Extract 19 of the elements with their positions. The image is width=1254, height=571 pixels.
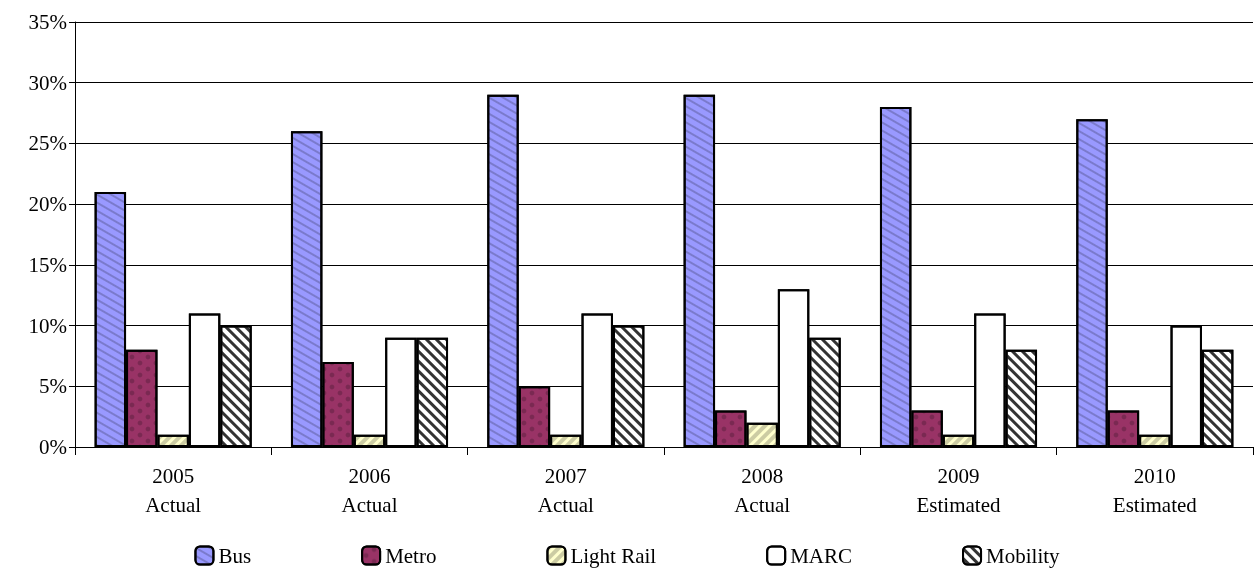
- legend-label: MARC: [790, 543, 853, 568]
- y-tick-label: 10%: [28, 313, 67, 338]
- x-tick-label: 2005 Actual: [145, 463, 202, 517]
- legend-label: Metro: [385, 543, 437, 568]
- x-tick-label: 2010 Estimated: [1112, 463, 1198, 517]
- x-tick-label: 2007 Actual: [537, 463, 594, 517]
- y-tick-label: 15%: [28, 252, 67, 277]
- y-tick-label: 25%: [28, 131, 67, 156]
- y-tick-label: 0%: [39, 435, 67, 459]
- x-tick-label: 2009 Estimated: [916, 463, 1001, 517]
- y-tick-label: 35%: [28, 10, 67, 34]
- legend-label: Light Rail: [570, 543, 657, 568]
- y-tick-label: 20%: [28, 192, 67, 217]
- y-tick-label: 5%: [39, 374, 67, 399]
- x-tick-label: 2008 Actual: [734, 463, 791, 517]
- y-tick-label: 30%: [28, 70, 67, 95]
- legend-label: Bus: [218, 543, 252, 568]
- x-tick-label: 2006 Actual: [341, 463, 398, 517]
- legend-label: Mobility: [986, 543, 1061, 568]
